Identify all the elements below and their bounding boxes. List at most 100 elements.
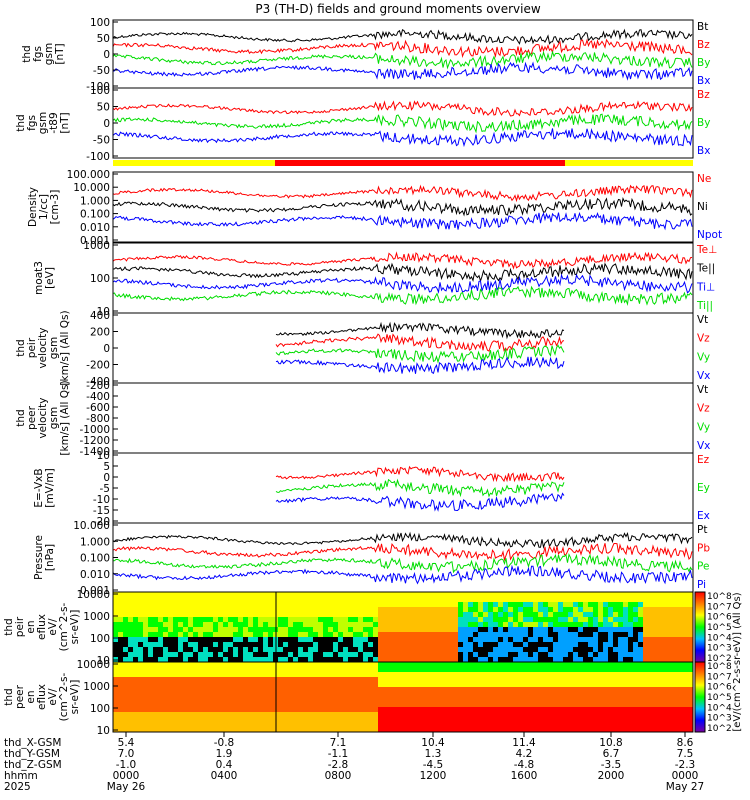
- spectrogram-cell: [513, 597, 519, 603]
- spectrogram-cell: [583, 667, 589, 673]
- spectrogram-cell: [613, 672, 619, 678]
- spectrogram-cell: [688, 682, 693, 688]
- spectrogram-cell: [173, 637, 179, 643]
- spectrogram-cell: [303, 647, 309, 653]
- spectrogram-cell: [198, 607, 204, 613]
- spectrogram-cell: [518, 702, 524, 708]
- spectrogram-cell: [498, 657, 504, 662]
- colorbar-tick-label: 10^5: [707, 623, 732, 633]
- spectrogram-cell: [463, 702, 469, 708]
- spectrogram-cell: [528, 717, 534, 723]
- spectrogram-cell: [623, 682, 629, 688]
- spectrogram-cell: [428, 692, 434, 698]
- spectrogram-cell: [343, 682, 349, 688]
- spectrogram-cell: [298, 682, 304, 688]
- spectrogram-cell: [288, 667, 294, 673]
- spectrogram-cell: [553, 617, 559, 623]
- spectrogram-cell: [203, 662, 209, 668]
- spectrogram-cell: [553, 607, 559, 613]
- spectrogram-cell: [158, 662, 164, 668]
- spectrogram-cell: [688, 727, 693, 732]
- spectrogram-cell: [223, 627, 229, 633]
- spectrogram-cell: [378, 592, 384, 598]
- spectrogram-cell: [573, 712, 579, 718]
- spectrogram-cell: [473, 677, 479, 683]
- spectrogram-cell: [178, 617, 184, 623]
- spectrogram-cell: [193, 652, 199, 658]
- spectrogram-cell: [253, 607, 259, 613]
- spectrogram-cell: [408, 712, 414, 718]
- spectrogram-cell: [568, 667, 574, 673]
- spectrogram-cell: [588, 702, 594, 708]
- spectrogram-cell: [328, 632, 334, 638]
- spectrogram-cell: [278, 597, 284, 603]
- spectrogram-cell: [203, 657, 209, 662]
- spectrogram-cell: [493, 597, 499, 603]
- spectrogram-cell: [378, 647, 384, 653]
- spectrogram-cell: [688, 717, 693, 723]
- spectrogram-cell: [513, 642, 519, 648]
- spectrogram-cell: [498, 722, 504, 728]
- spectrogram-cell: [443, 602, 449, 608]
- spectrogram-cell: [458, 642, 464, 648]
- spectrogram-cell: [213, 627, 219, 633]
- spectrogram-cell: [303, 722, 309, 728]
- spectrogram-cell: [573, 592, 579, 598]
- spectrogram-cell: [358, 637, 364, 643]
- spectrogram-cell: [193, 657, 199, 662]
- spectrogram-cell: [433, 687, 439, 693]
- spectrogram-cell: [123, 722, 129, 728]
- spectrogram-cell: [313, 592, 319, 598]
- spectrogram-cell: [528, 632, 534, 638]
- spectrogram-cell: [668, 632, 674, 638]
- spectrogram-cell: [493, 637, 499, 643]
- spectrogram-cell: [563, 617, 569, 623]
- spectrogram-cell: [678, 622, 684, 628]
- spectrogram-cell: [553, 662, 559, 668]
- spectrogram-cell: [638, 707, 644, 713]
- spectrogram-cell: [378, 622, 384, 628]
- spectrogram-cell: [213, 727, 219, 732]
- spectrogram-cell: [328, 592, 334, 598]
- spectrogram-cell: [613, 712, 619, 718]
- spectrogram-cell: [293, 672, 299, 678]
- spectrogram-cell: [568, 642, 574, 648]
- spectrogram-cell: [653, 687, 659, 693]
- spectrogram-cell: [573, 722, 579, 728]
- spectrogram-cell: [478, 672, 484, 678]
- spectrogram-cell: [558, 707, 564, 713]
- spectrogram-cell: [443, 612, 449, 618]
- spectrogram-cell: [163, 607, 169, 613]
- spectrogram-cell: [433, 622, 439, 628]
- spectrogram-cell: [233, 692, 239, 698]
- spectrogram-cell: [553, 652, 559, 658]
- spectrogram-cell: [443, 632, 449, 638]
- spectrogram-cell: [678, 627, 684, 633]
- spectrogram-cell: [388, 702, 394, 708]
- spectrogram-cell: [393, 692, 399, 698]
- spectrogram-cell: [133, 667, 139, 673]
- spectrogram-cell: [353, 722, 359, 728]
- spectrogram-cell: [658, 692, 664, 698]
- spectrogram-cell: [213, 592, 219, 598]
- spectrogram-cell: [543, 597, 549, 603]
- spectrogram-cell: [563, 652, 569, 658]
- spectrogram-cell: [453, 727, 459, 732]
- spectrogram-cell: [113, 697, 119, 703]
- spectrogram-cell: [558, 607, 564, 613]
- spectrogram-cell: [428, 617, 434, 623]
- legend-entry: By: [697, 57, 710, 69]
- spectrogram-cell: [283, 697, 289, 703]
- spectrogram-cell: [478, 702, 484, 708]
- spectrogram-cell: [308, 612, 314, 618]
- spectrogram-cell: [128, 677, 134, 683]
- spectrogram-cell: [243, 667, 249, 673]
- spectrogram-cell: [333, 702, 339, 708]
- spectrogram-cell: [548, 702, 554, 708]
- spectrogram-cell: [643, 682, 649, 688]
- spectrogram-cell: [603, 602, 609, 608]
- spectrogram-cell: [363, 722, 369, 728]
- spectrogram-cell: [648, 727, 654, 732]
- spectrogram-cell: [418, 662, 424, 668]
- spectrogram-cell: [453, 607, 459, 613]
